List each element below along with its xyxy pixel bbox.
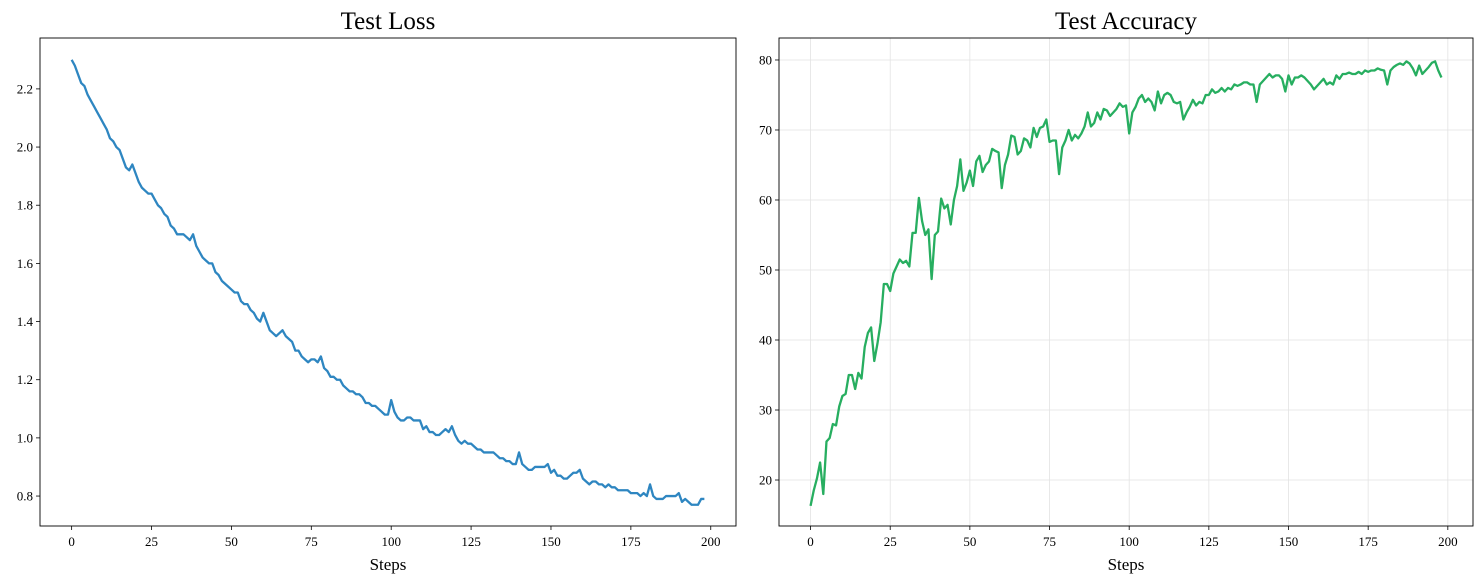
x-tick-label: 200 bbox=[1438, 534, 1458, 549]
y-tick-label: 2.0 bbox=[17, 140, 33, 155]
x-tick-label: 0 bbox=[807, 534, 814, 549]
y-tick-label: 60 bbox=[759, 192, 772, 207]
x-tick-label: 125 bbox=[461, 534, 481, 549]
y-tick-label: 50 bbox=[759, 262, 772, 277]
x-tick-label: 175 bbox=[1358, 534, 1378, 549]
y-tick-label: 1.2 bbox=[17, 372, 33, 387]
y-tick-label: 1.6 bbox=[17, 256, 34, 271]
x-tick-label: 125 bbox=[1199, 534, 1219, 549]
x-tick-label: 25 bbox=[884, 534, 897, 549]
x-axis-label: Steps bbox=[370, 555, 407, 574]
x-tick-label: 150 bbox=[1279, 534, 1299, 549]
chart-title: Test Accuracy bbox=[1055, 8, 1197, 35]
data-line bbox=[809, 60, 1443, 507]
y-tick-label: 1.0 bbox=[17, 430, 33, 445]
x-tick-label: 0 bbox=[68, 534, 75, 549]
x-axis-label: Steps bbox=[1108, 555, 1145, 574]
x-tick-label: 150 bbox=[541, 534, 561, 549]
y-tick-label: 1.8 bbox=[17, 198, 33, 213]
y-tick-label: 0.8 bbox=[17, 489, 33, 504]
y-tick-label: 80 bbox=[759, 52, 772, 67]
plot-frame bbox=[778, 37, 1474, 527]
y-tick-label: 1.4 bbox=[17, 314, 34, 329]
x-tick-label: 75 bbox=[305, 534, 318, 549]
y-tick-label: 30 bbox=[759, 403, 772, 418]
y-tick-label: 2.2 bbox=[17, 81, 33, 96]
y-tick-label: 40 bbox=[759, 332, 772, 347]
x-tick-label: 25 bbox=[145, 534, 158, 549]
subplot: Test Loss Steps 0 25 50 75 100 125 150 175 200 0.8 1… bbox=[17, 8, 737, 574]
x-tick-label: 200 bbox=[701, 534, 721, 549]
data-line bbox=[70, 59, 705, 506]
x-tick-label: 100 bbox=[1119, 534, 1139, 549]
x-tick-label: 50 bbox=[963, 534, 976, 549]
x-tick-label: 75 bbox=[1043, 534, 1056, 549]
y-tick-label: 20 bbox=[759, 473, 772, 488]
subplot: Test Accuracy Steps 0 25 50 75 100 125 150 175 200… bbox=[759, 8, 1474, 574]
x-tick-label: 100 bbox=[381, 534, 401, 549]
chart-title: Test Loss bbox=[341, 8, 436, 35]
plot-frame bbox=[39, 37, 737, 527]
x-tick-label: 175 bbox=[621, 534, 641, 549]
y-tick-label: 70 bbox=[759, 122, 772, 137]
x-tick-label: 50 bbox=[225, 534, 238, 549]
